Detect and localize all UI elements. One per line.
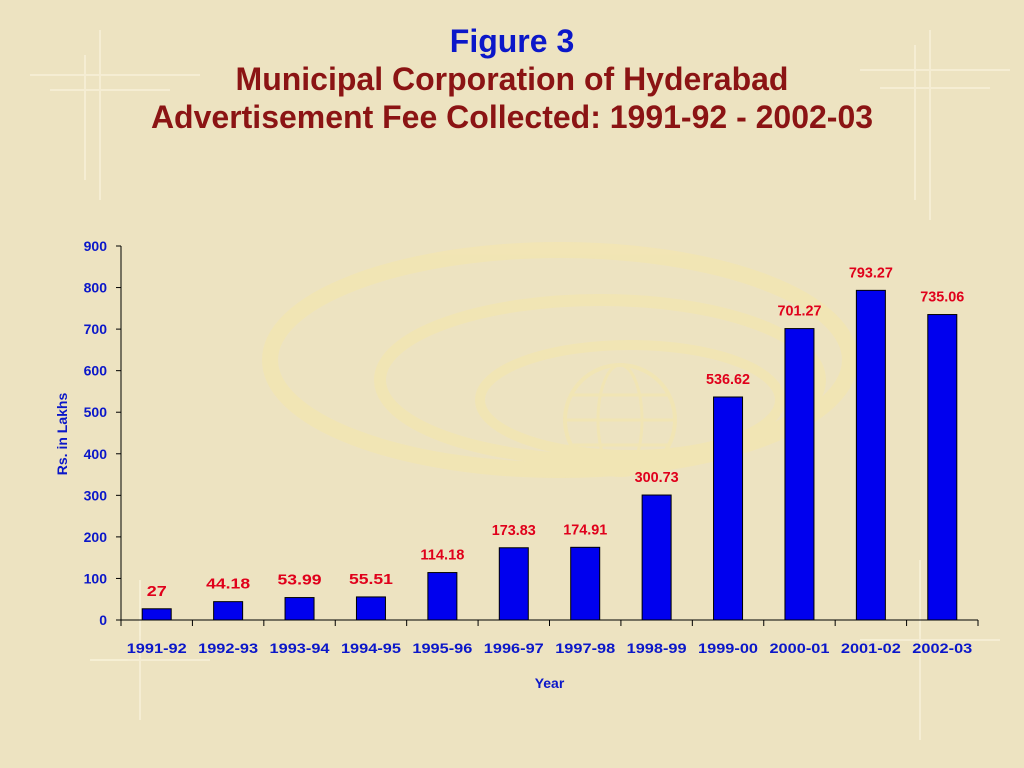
chart-title-line-2: Advertisement Fee Collected: 1991-92 - 2… <box>150 99 874 135</box>
y-axis-title: Rs. in Lakhs <box>54 393 70 476</box>
y-tick-label: 800 <box>84 280 108 296</box>
bar <box>427 572 458 621</box>
x-tick-label: 1991-92 <box>127 640 187 656</box>
chart-title-line-1: Municipal Corporation of Hyderabad <box>235 61 789 97</box>
title-block: Figure 3 Municipal Corporation of Hydera… <box>0 22 1024 136</box>
data-label: 53.99 <box>278 572 322 589</box>
y-tick-label: 700 <box>84 321 108 337</box>
bar <box>355 596 386 621</box>
y-tick-label: 600 <box>84 363 108 379</box>
x-tick-label: 2000-01 <box>769 640 829 656</box>
data-label: 55.51 <box>349 571 393 588</box>
data-label: 300.73 <box>635 469 679 486</box>
y-tick-label: 900 <box>84 238 108 254</box>
data-label: 114.18 <box>420 547 464 564</box>
x-tick-label: 1995-96 <box>412 640 472 656</box>
data-label: 735.06 <box>920 289 964 306</box>
data-label: 173.83 <box>492 522 536 539</box>
x-tick-label: 1997-98 <box>555 640 615 656</box>
x-tick-label: 1996-97 <box>484 640 544 656</box>
figure-label: Figure 3 <box>449 23 575 59</box>
data-label: 174.91 <box>563 521 607 538</box>
y-tick-label: 100 <box>84 570 108 586</box>
y-tick-label: 500 <box>84 404 108 420</box>
bar <box>498 547 529 621</box>
y-tick-label: 0 <box>99 612 107 628</box>
data-label: 793.27 <box>849 264 893 281</box>
x-tick-label: 1992-93 <box>198 640 258 656</box>
data-label: 701.27 <box>777 303 821 320</box>
bar <box>141 608 172 621</box>
x-tick-label: 1994-95 <box>341 640 401 656</box>
bar <box>927 314 958 621</box>
x-tick-label: 2001-02 <box>841 640 901 656</box>
x-tick-label: 1998-99 <box>627 640 687 656</box>
y-tick-label: 200 <box>84 529 108 545</box>
bar <box>855 289 886 621</box>
data-label: 27 <box>147 583 167 600</box>
x-axis-title: Year <box>535 675 565 691</box>
x-tick-label: 1993-94 <box>270 640 330 656</box>
bar <box>641 494 672 621</box>
x-tick-label: 1999-00 <box>698 640 758 656</box>
y-tick-label: 400 <box>84 446 108 462</box>
data-label: 536.62 <box>706 371 750 388</box>
bar <box>784 328 815 621</box>
bar <box>284 597 315 621</box>
x-tick-label: 2002-03 <box>912 640 972 656</box>
bar <box>213 601 244 621</box>
bar <box>570 546 601 621</box>
y-tick-label: 300 <box>84 487 108 503</box>
bar <box>713 396 744 621</box>
data-label: 44.18 <box>206 576 250 593</box>
